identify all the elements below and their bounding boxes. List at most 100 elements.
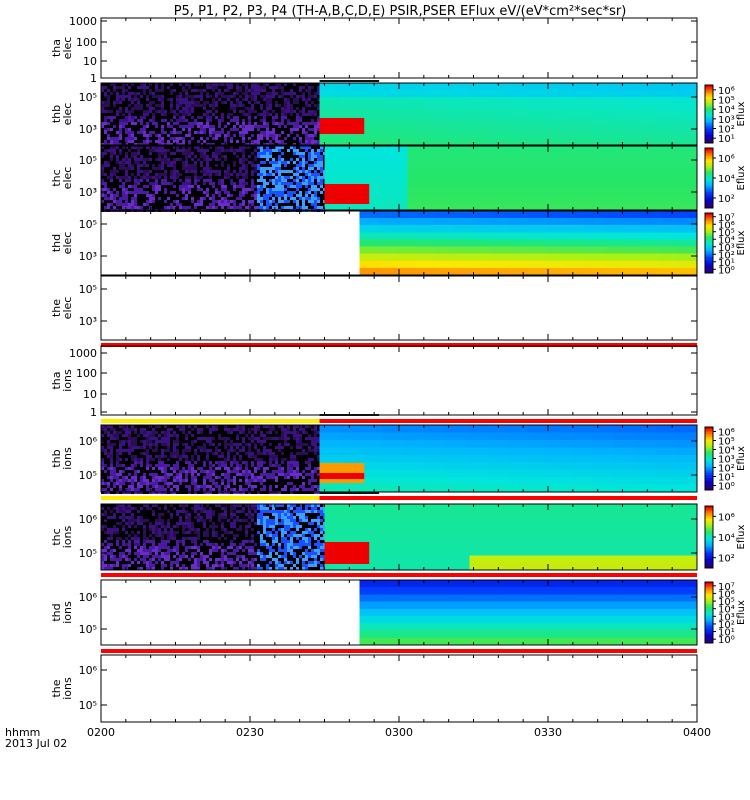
panel-frame: [100, 17, 698, 79]
x-tick-label: 0230: [236, 726, 264, 739]
time-axis-label: hhmm: [5, 726, 40, 739]
status-bar: [101, 343, 697, 347]
colorbar-label: Eflux: [736, 230, 747, 255]
colorbar-tick-label: 10⁴: [718, 605, 735, 616]
panel-species-label: ions: [61, 677, 74, 700]
y-tick-label: 100: [76, 36, 97, 49]
panel-probe-label: thc: [50, 169, 63, 186]
y-tick-label: 1: [90, 406, 97, 419]
colorbar-tick-label: 10⁵: [718, 228, 735, 239]
status-bar: [101, 419, 697, 423]
x-tick-label: 0400: [683, 726, 711, 739]
colorbar-tick-label: 10¹: [718, 628, 735, 639]
panel-species-label: elec: [61, 37, 74, 60]
status-bar: [319, 80, 380, 82]
y-tick-label: 10: [83, 388, 97, 401]
colorbar-tick-label: 10²: [718, 554, 735, 565]
x-tick-label: 0330: [534, 726, 562, 739]
panel-species-label: ions: [61, 447, 74, 470]
hot-patch: [319, 473, 365, 479]
x-tick-label: 0200: [87, 726, 115, 739]
colorbar-tick-label: 10¹: [718, 473, 735, 484]
panel-species-label: elec: [61, 103, 74, 126]
hot-patch: [324, 184, 370, 204]
status-bar: [101, 573, 697, 577]
burst-region: [101, 504, 326, 570]
status-bar: [319, 414, 380, 416]
panel-probe-label: the: [50, 299, 63, 317]
status-bar: [319, 492, 380, 494]
spectrogram-cells: [319, 83, 698, 146]
y-tick-label: 10⁵: [79, 699, 97, 712]
hot-patch: [319, 118, 365, 134]
panel-species-label: elec: [61, 167, 74, 190]
colorbar-tick-label: 10⁶: [718, 428, 735, 439]
panel-species-label: ions: [61, 525, 74, 548]
spectrogram-cells: [319, 425, 698, 493]
colorbar-tick-label: 10⁰: [718, 482, 735, 493]
panel-probe-label: thb: [50, 105, 63, 123]
y-tick-label: 10⁶: [79, 513, 98, 526]
panel-species-label: elec: [61, 232, 74, 255]
y-tick-label: 10³: [79, 250, 97, 263]
burst-region: [101, 146, 326, 212]
figure-title: P5, P1, P2, P3, P4 (TH-A,B,C,D,E) PSIR,P…: [174, 4, 627, 19]
y-tick-label: 10⁶: [79, 664, 98, 677]
panel-probe-label: thd: [50, 603, 63, 621]
y-tick-label: 10⁵: [79, 218, 97, 231]
colorbar-tick-label: 10⁶: [718, 589, 735, 600]
colorbar-label: Eflux: [736, 165, 747, 190]
colorbar-tick-label: 10¹: [718, 258, 735, 269]
colorbar-tick-label: 10³: [718, 455, 735, 466]
panel-frame: [100, 345, 698, 416]
y-tick-label: 1000: [69, 15, 97, 28]
panel-species-label: ions: [61, 601, 74, 624]
panel-probe-label: thd: [50, 234, 63, 252]
panel-probe-label: the: [50, 679, 63, 697]
y-tick-label: 10⁵: [79, 283, 97, 296]
colorbar-label: Eflux: [736, 524, 747, 549]
colorbar-tick-label: 10³: [718, 115, 735, 126]
spectrogram-panels: 1101001000thaelec10¹10²10³10⁴10⁵10⁶Eflux…: [50, 15, 747, 723]
colorbar-tick-label: 10¹: [718, 134, 735, 145]
colorbar-tick-label: 10⁴: [718, 105, 735, 116]
panel-probe-label: thb: [50, 449, 63, 467]
x-tick-label: 0300: [385, 726, 413, 739]
y-tick-label: 10: [83, 55, 97, 68]
y-tick-label: 10⁶: [79, 435, 98, 448]
panel-species-label: elec: [61, 297, 74, 320]
panel-species-label: ions: [61, 369, 74, 392]
colorbar-tick-label: 10²: [718, 125, 735, 136]
y-tick-label: 10⁵: [79, 469, 97, 482]
y-tick-label: 10³: [79, 186, 97, 199]
date-label: 2013 Jul 02: [5, 737, 67, 750]
y-tick-label: 1: [90, 72, 97, 85]
colorbar-tick-label: 10⁶: [718, 154, 735, 165]
panel-probe-label: tha: [50, 39, 63, 57]
colorbar-tick-label: 10⁷: [718, 213, 735, 224]
colorbar-tick-label: 10²: [718, 194, 735, 205]
spectrogram-cells: [324, 146, 698, 211]
panel-probe-label: tha: [50, 371, 63, 389]
hot-patch: [324, 542, 370, 564]
y-tick-label: 10⁵: [79, 547, 97, 560]
panel-frame: [100, 275, 698, 341]
colorbar-tick-label: 10⁵: [718, 437, 735, 448]
colorbar-tick-label: 10⁶: [718, 512, 735, 523]
spectrogram-cells: [324, 504, 698, 571]
y-tick-label: 1000: [69, 347, 97, 360]
colorbar-tick-label: 10⁰: [718, 265, 735, 276]
colorbar-tick-label: 10⁶: [718, 220, 735, 231]
colorbar-tick-label: 10⁴: [718, 446, 735, 457]
colorbar-tick-label: 10⁰: [718, 635, 735, 646]
colorbar-tick-label: 10⁴: [718, 235, 735, 246]
colorbar-label: Eflux: [736, 600, 747, 625]
y-tick-label: 100: [76, 367, 97, 380]
colorbar-tick-label: 10⁷: [718, 582, 735, 593]
y-tick-label: 10⁶: [79, 591, 98, 604]
time-axis: hhmm 2013 Jul 02 0200 0230 0300 0330 0400: [5, 726, 711, 750]
